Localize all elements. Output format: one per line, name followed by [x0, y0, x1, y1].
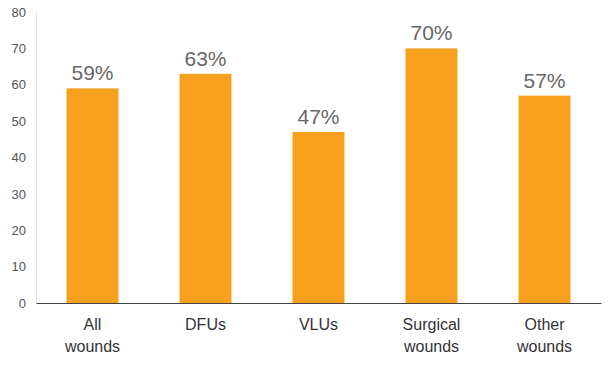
- bar: [406, 48, 458, 303]
- bar: [67, 88, 119, 303]
- y-tick-label: 70: [12, 41, 26, 56]
- y-tick: 30: [12, 187, 36, 202]
- y-tick: 70: [12, 41, 36, 56]
- data-label: 47%: [297, 105, 339, 128]
- data-label: 70%: [410, 21, 452, 44]
- x-axis-line: [37, 303, 602, 304]
- bar: [293, 132, 345, 303]
- y-tick-label: 50: [12, 114, 26, 129]
- y-tick-label: 10: [12, 259, 26, 274]
- chart: 0 10 20 30 40 50 60 70 80 All wounds DFUs VLUs Surgic…: [0, 0, 609, 371]
- y-tick: 60: [12, 77, 36, 92]
- x-tick-label-line: Surgical: [403, 316, 461, 333]
- bars: [67, 48, 571, 303]
- x-tick-label: VLUs: [299, 316, 338, 333]
- bar: [519, 96, 571, 303]
- y-tick: 50: [12, 114, 36, 129]
- data-labels: 59% 63% 47% 70% 57%: [71, 21, 565, 128]
- y-tick-label: 40: [12, 150, 26, 165]
- x-tick: Surgical wounds: [403, 303, 461, 355]
- bar: [180, 74, 232, 303]
- x-tick-label-line: All: [84, 316, 102, 333]
- y-tick: 80: [12, 5, 36, 20]
- plot: 0 10 20 30 40 50 60 70 80 All wounds DFUs VLUs Surgic…: [12, 5, 602, 355]
- y-tick-label: 30: [12, 187, 26, 202]
- x-tick-label: Other wounds: [516, 316, 572, 355]
- y-axis-line: [36, 13, 37, 304]
- x-tick: Other wounds: [516, 303, 572, 355]
- x-tick-label: DFUs: [185, 316, 226, 333]
- x-tick-label-line: wounds: [64, 338, 120, 355]
- x-tick: All wounds: [64, 303, 120, 355]
- y-tick-label: 80: [12, 5, 26, 20]
- y-tick: 10: [12, 259, 36, 274]
- x-tick: VLUs: [299, 303, 338, 333]
- data-label: 63%: [184, 47, 226, 70]
- x-tick-label-line: VLUs: [299, 316, 338, 333]
- x-axis: All wounds DFUs VLUs Surgical wounds Other woun…: [37, 303, 602, 355]
- y-tick: 0: [19, 296, 36, 311]
- x-tick-label: All wounds: [64, 316, 120, 355]
- y-tick-label: 20: [12, 223, 26, 238]
- data-label: 57%: [523, 69, 565, 92]
- x-tick-label-line: DFUs: [185, 316, 226, 333]
- x-tick-label-line: wounds: [403, 338, 459, 355]
- x-tick: DFUs: [185, 303, 226, 333]
- y-tick: 20: [12, 223, 36, 238]
- y-tick: 40: [12, 150, 36, 165]
- x-tick-label: Surgical wounds: [403, 316, 461, 355]
- x-tick-label-line: Other: [524, 316, 565, 333]
- y-tick-label: 0: [19, 296, 26, 311]
- x-tick-label-line: wounds: [516, 338, 572, 355]
- data-label: 59%: [71, 61, 113, 84]
- y-tick-label: 60: [12, 77, 26, 92]
- y-axis: 0 10 20 30 40 50 60 70 80: [12, 5, 37, 311]
